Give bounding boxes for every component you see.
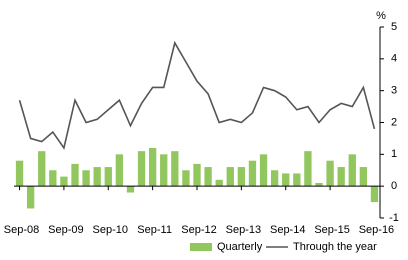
bar <box>348 154 356 187</box>
bar <box>248 160 257 187</box>
legend-label: Through the year <box>293 241 377 253</box>
bar <box>215 179 223 187</box>
x-tick-label: Sep-11 <box>137 224 172 236</box>
bar <box>370 186 379 203</box>
bar <box>71 163 79 187</box>
bar <box>337 167 345 187</box>
bar <box>115 154 124 187</box>
x-tick-label: Sep-12 <box>181 224 216 236</box>
bar <box>304 151 312 187</box>
bar <box>82 170 90 187</box>
bar <box>49 170 57 187</box>
bar <box>104 167 112 187</box>
bar <box>293 173 301 187</box>
y-tick-label: 5 <box>391 21 397 33</box>
bar <box>282 173 290 187</box>
x-tick-label: Sep-10 <box>93 224 128 236</box>
x-tick-label: Sep-16 <box>359 224 394 236</box>
x-tick-label: Sep-14 <box>270 224 305 236</box>
legend-label: Quarterly <box>217 241 263 253</box>
y-tick-label: 0 <box>391 180 397 192</box>
x-tick-label: Sep-09 <box>48 224 83 236</box>
bar <box>60 176 68 187</box>
unit-label: % <box>376 10 386 22</box>
bar <box>15 160 24 187</box>
bar <box>148 147 157 187</box>
bar <box>326 160 334 187</box>
bar <box>204 167 212 187</box>
bar <box>193 163 201 187</box>
bar <box>315 182 323 187</box>
x-tick-label: Sep-15 <box>314 224 349 236</box>
bar <box>237 167 246 187</box>
bar <box>226 167 234 187</box>
y-tick-label: 3 <box>391 85 397 97</box>
y-tick-label: 1 <box>391 148 397 160</box>
bar <box>270 170 279 187</box>
bar <box>38 151 46 187</box>
y-tick-label: -1 <box>389 212 399 224</box>
bar <box>359 167 368 187</box>
bar <box>137 151 146 187</box>
bar <box>171 151 179 187</box>
line <box>18 40 376 150</box>
bar <box>93 167 101 187</box>
bar <box>259 154 268 187</box>
bar <box>126 186 135 193</box>
bar <box>26 186 35 209</box>
x-tick-label: Sep-13 <box>226 224 261 236</box>
bar <box>160 154 168 187</box>
x-tick-label: Sep-08 <box>4 224 39 236</box>
y-tick-label: 2 <box>391 116 397 128</box>
bar <box>182 170 190 187</box>
y-tick-label: 4 <box>391 53 397 65</box>
legend-swatch <box>190 243 212 251</box>
